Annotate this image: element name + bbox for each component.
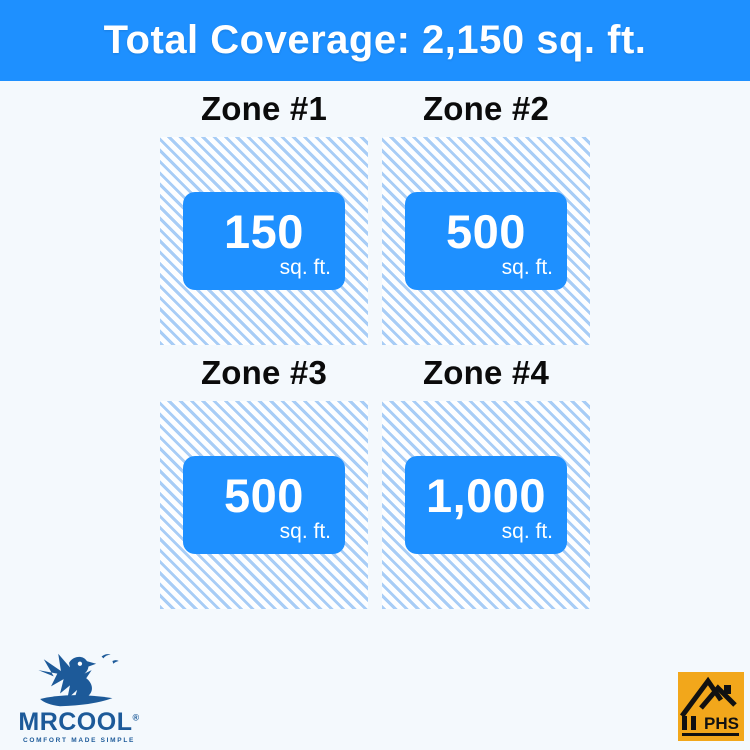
zone-1-title: Zone #1	[200, 90, 328, 127]
zone-4: Zone #4 1,000 sq. ft.	[382, 345, 590, 609]
zone-4-unit: sq. ft.	[501, 520, 553, 544]
zone-3: Zone #3 500 sq. ft.	[160, 345, 368, 609]
zone-2-title: Zone #2	[422, 90, 550, 127]
zone-1-card: 150 sq. ft.	[183, 192, 345, 290]
penguin-icon	[38, 653, 119, 706]
phs-logo: PHS	[678, 672, 744, 741]
zone-2-unit: sq. ft.	[501, 256, 553, 280]
zone-3-value: 500	[224, 469, 304, 523]
zone-1-value: 150	[224, 205, 304, 259]
mrcool-tagline: COMFORT MADE SIMPLE	[22, 736, 136, 744]
zone-4-value: 1,000	[425, 469, 547, 523]
total-coverage-banner: Total Coverage: 2,150 sq. ft.	[0, 0, 750, 81]
zone-3-unit: sq. ft.	[279, 520, 331, 544]
zones-grid: Zone #1 150 sq. ft. Zone #2 500 sq. ft. …	[160, 81, 590, 609]
total-coverage-title: Total Coverage: 2,150 sq. ft.	[103, 18, 647, 62]
zone-3-title: Zone #3	[200, 354, 328, 391]
zone-2-card: 500 sq. ft.	[405, 192, 567, 290]
zone-2-coverage-area: 500 sq. ft.	[382, 137, 590, 345]
zone-1-coverage-area: 150 sq. ft.	[160, 137, 368, 345]
zone-4-card: 1,000 sq. ft.	[405, 456, 567, 554]
mrcool-wordmark: MRCOOL®	[18, 707, 140, 736]
zone-1: Zone #1 150 sq. ft.	[160, 81, 368, 345]
zone-2-value: 500	[446, 205, 526, 259]
zone-3-card: 500 sq. ft.	[183, 456, 345, 554]
zone-1-unit: sq. ft.	[279, 256, 331, 280]
zone-4-title: Zone #4	[422, 354, 550, 391]
house-roof-icon: PHS	[679, 676, 739, 736]
mrcool-logo: MRCOOL® COMFORT MADE SIMPLE	[16, 652, 142, 745]
zone-3-coverage-area: 500 sq. ft.	[160, 401, 368, 609]
registered-trademark: ®	[132, 712, 140, 723]
zone-4-coverage-area: 1,000 sq. ft.	[382, 401, 590, 609]
phs-label: PHS	[704, 714, 739, 733]
zone-2: Zone #2 500 sq. ft.	[382, 81, 590, 345]
